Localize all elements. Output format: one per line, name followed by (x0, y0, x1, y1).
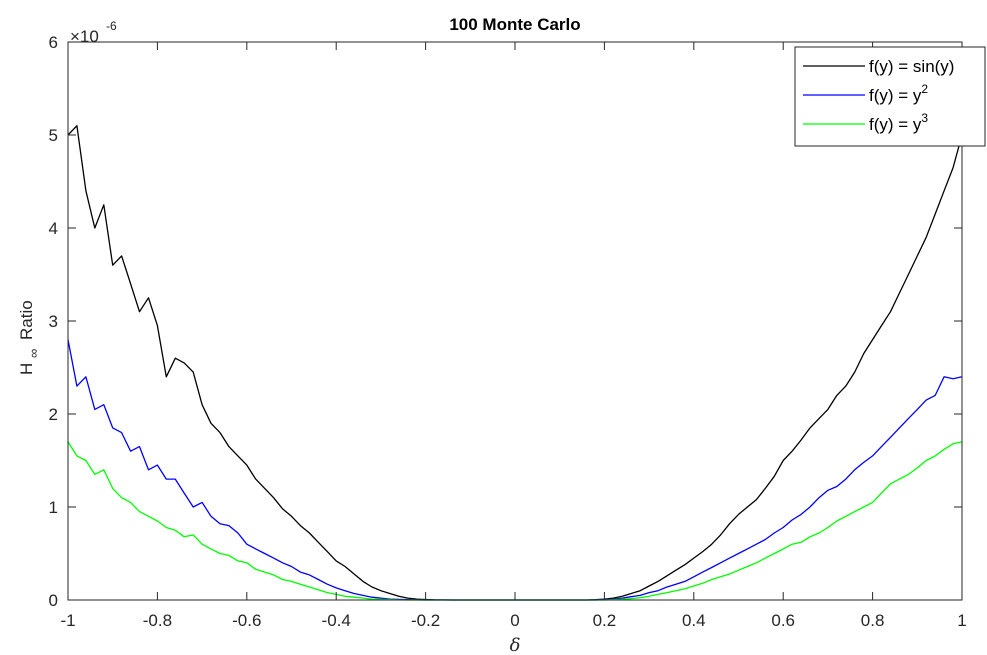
chart-title: 100 Monte Carlo (449, 15, 580, 34)
legend-label-3: f(y) = y3 (869, 111, 928, 134)
y-exponent: ×10 -6 (70, 19, 117, 46)
x-tick-label: -0.2 (411, 611, 440, 630)
series-line-1 (67, 125, 963, 601)
y-tick-label: 2 (49, 405, 58, 424)
y-tick-label: 4 (49, 219, 58, 238)
series-line-3 (67, 441, 963, 601)
legend-label-2: f(y) = y2 (869, 82, 928, 105)
x-tick-label: 1 (957, 611, 966, 630)
x-tick-label: 0.8 (861, 611, 885, 630)
y-axis-label-rest: Ratio (17, 300, 36, 340)
y-axis-ticks: 0 1 2 3 4 5 6 (49, 33, 962, 610)
y-axis-label-sub: ∞ (26, 349, 41, 358)
y-tick-label: 5 (49, 126, 58, 145)
plot-area (67, 125, 963, 601)
x-tick-label: 0 (510, 611, 519, 630)
x-tick-label: -0.4 (322, 611, 351, 630)
series-line-2 (67, 339, 963, 601)
y-axis-label-main: H (17, 363, 36, 375)
svg-text:H ∞ Ratio: H ∞ Ratio (17, 300, 42, 375)
x-tick-label: -0.6 (232, 611, 261, 630)
y-exponent-power: -6 (106, 19, 117, 33)
x-axis-label: δ (510, 635, 521, 655)
x-tick-label: 0.6 (771, 611, 795, 630)
x-axis-ticks: -1 -0.8 -0.6 -0.4 -0.2 0 0.2 0.4 0.6 0.8 1 (60, 42, 967, 630)
y-exponent-base: ×10 (70, 27, 99, 46)
legend-label-1: f(y) = sin(y) (869, 57, 954, 76)
x-tick-label: 0.2 (593, 611, 617, 630)
legend-box (794, 46, 986, 147)
y-tick-label: 6 (49, 33, 58, 52)
x-tick-label: 0.4 (682, 611, 706, 630)
y-tick-label: 1 (49, 498, 58, 517)
legend: f(y) = sin(y) f(y) = y2 f(y) = y3 (794, 46, 986, 147)
y-tick-label: 0 (49, 591, 58, 610)
x-tick-label: -0.8 (143, 611, 172, 630)
x-tick-label: -1 (60, 611, 75, 630)
y-axis-label: H ∞ Ratio (17, 300, 42, 375)
y-tick-label: 3 (49, 312, 58, 331)
